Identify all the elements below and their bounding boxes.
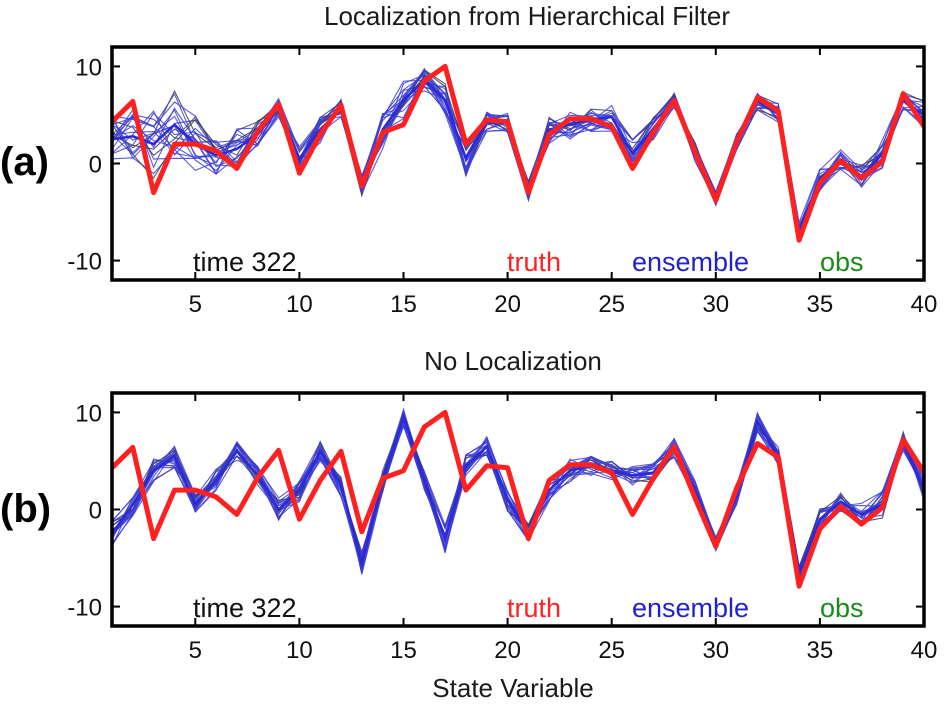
panel-a-legend: time 322 truth ensemble obs [193, 247, 864, 277]
panel-b-xlabel: State Variable [432, 673, 593, 703]
panel-a-legend-truth: truth [507, 247, 561, 277]
panel-a-title: Localization from Hierarchical Filter [324, 1, 730, 31]
panel-a-time-label: time 322 [193, 247, 297, 277]
panel-b-legend: time 322 truth ensemble obs [193, 593, 864, 623]
x-tick-label: 20 [494, 637, 521, 664]
panel-a-legend-obs: obs [820, 247, 864, 277]
ensemble-member-line [112, 411, 924, 574]
truth-series-line [112, 409, 924, 589]
ensemble-member-line [112, 412, 924, 569]
panel-a-plot-area [112, 63, 924, 243]
x-tick-label: 40 [911, 291, 938, 318]
y-tick-label: -10 [67, 249, 102, 276]
y-tick-label: 10 [75, 400, 102, 427]
panel-b-label: (b) [0, 487, 51, 531]
x-tick-label: 25 [598, 637, 625, 664]
panel-b-ticks: 5 10 15 20 25 30 35 40 -10 0 10 [67, 393, 937, 664]
ensemble-member-line [112, 407, 924, 578]
panel-b-legend-obs: obs [820, 593, 864, 623]
y-tick-label: 0 [89, 498, 102, 525]
panel-b: No Localization (b) 5 10 15 20 25 30 35 40 -10 0 1… [0, 346, 937, 703]
panel-b-time-label: time 322 [193, 593, 297, 623]
panel-b-title: No Localization [424, 346, 602, 376]
y-tick-label: 10 [75, 54, 102, 81]
x-tick-label: 20 [494, 291, 521, 318]
x-tick-label: 35 [807, 291, 834, 318]
panel-a-ticks: 5 10 15 20 25 30 35 40 -10 0 10 [67, 47, 937, 318]
ensemble-member-line [112, 411, 924, 572]
panel-a-label: (a) [0, 140, 49, 184]
x-tick-label: 35 [807, 637, 834, 664]
x-tick-label: 5 [189, 637, 202, 664]
panel-b-plot-area [112, 407, 924, 589]
panel-b-legend-truth: truth [507, 593, 561, 623]
x-tick-label: 15 [390, 637, 417, 664]
x-tick-label: 15 [390, 291, 417, 318]
x-tick-label: 10 [286, 637, 313, 664]
ensemble-member-line [112, 414, 924, 572]
panel-a-legend-ensemble: ensemble [632, 247, 749, 277]
x-tick-label: 40 [911, 637, 938, 664]
x-tick-label: 25 [598, 291, 625, 318]
y-tick-label: 0 [89, 152, 102, 179]
ensemble-member-line [112, 407, 924, 569]
x-tick-label: 30 [702, 291, 729, 318]
x-tick-label: 5 [189, 291, 202, 318]
x-tick-label: 30 [702, 637, 729, 664]
panel-b-legend-ensemble: ensemble [632, 593, 749, 623]
truth-series-line [112, 63, 924, 243]
x-tick-label: 10 [286, 291, 313, 318]
y-tick-label: -10 [67, 595, 102, 622]
panel-a: Localization from Hierarchical Filter (a… [0, 1, 937, 318]
